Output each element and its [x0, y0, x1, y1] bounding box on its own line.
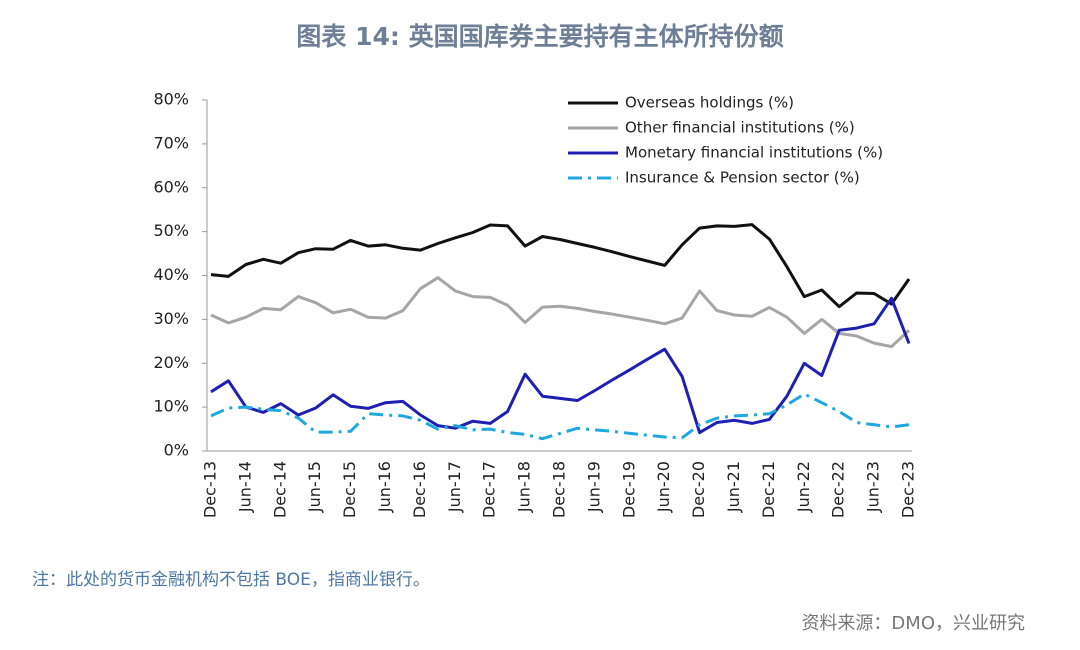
- y-tick-label: 40%: [153, 265, 189, 284]
- x-tick-label: Jun-19: [584, 461, 603, 513]
- y-tick-label: 0%: [164, 441, 189, 460]
- x-tick-label: Jun-23: [864, 461, 883, 513]
- x-tick-label: Dec-20: [689, 461, 708, 518]
- y-tick-label: 50%: [153, 221, 189, 240]
- legend-label: Insurance & Pension sector (%): [625, 169, 860, 187]
- x-tick-label: Dec-16: [410, 461, 429, 518]
- x-tick-label: Jun-15: [305, 461, 324, 513]
- x-tick-label: Jun-16: [375, 461, 394, 513]
- source: 资料来源：DMO，兴业研究: [801, 613, 1025, 634]
- x-tick-label: Jun-21: [724, 461, 743, 513]
- series-line: [210, 223, 911, 309]
- x-tick-label: Dec-13: [201, 461, 220, 518]
- series-line: [210, 296, 911, 435]
- y-tick-label: 60%: [153, 177, 189, 196]
- x-tick-label: Dec-17: [480, 461, 499, 518]
- chart-title: 图表 14: 英国国库券主要持有主体所持份额: [296, 22, 783, 51]
- x-tick-label: Dec-18: [550, 461, 569, 518]
- x-tick-label: Dec-21: [759, 461, 778, 518]
- x-tick-label: Jun-22: [794, 461, 813, 513]
- x-tick-label: Dec-23: [899, 461, 918, 518]
- legend-label: Other financial institutions (%): [625, 119, 855, 137]
- legend-label: Monetary financial institutions (%): [625, 144, 883, 162]
- note: 注：此处的货币金融机构不包括 BOE，指商业银行。: [32, 570, 430, 590]
- y-tick-label: 20%: [153, 353, 189, 372]
- series-line: [210, 276, 911, 349]
- x-tick-label: Jun-14: [235, 461, 254, 513]
- x-tick-label: Dec-14: [270, 461, 289, 518]
- x-tick-label: Jun-18: [515, 461, 534, 513]
- y-tick-label: 70%: [153, 133, 189, 152]
- y-tick-label: 10%: [153, 397, 189, 416]
- x-tick-label: Jun-17: [445, 461, 464, 513]
- x-tick-label: Dec-19: [619, 461, 638, 518]
- x-tick-label: Dec-15: [340, 461, 359, 518]
- y-tick-label: 30%: [153, 309, 189, 328]
- series-line: [210, 392, 910, 441]
- x-tick-label: Jun-20: [654, 461, 673, 513]
- y-tick-label: 80%: [153, 90, 189, 109]
- legend-label: Overseas holdings (%): [625, 94, 794, 112]
- x-tick-label: Dec-22: [829, 461, 848, 518]
